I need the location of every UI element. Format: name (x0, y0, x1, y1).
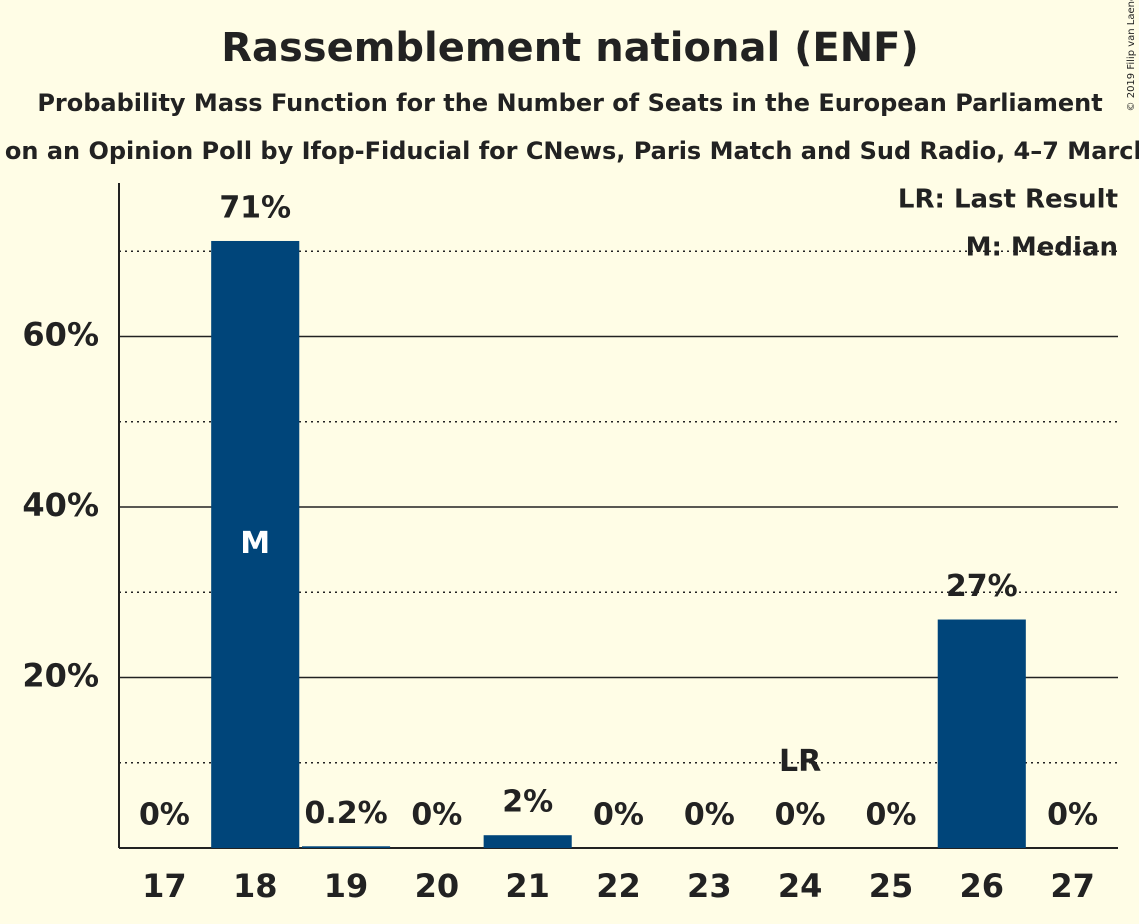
x-tick-label: 22 (596, 867, 641, 905)
x-tick-label: 18 (233, 867, 278, 905)
legend-entry: M: Median (966, 233, 1118, 263)
x-tick-label: 27 (1050, 867, 1095, 905)
value-label: 0% (593, 798, 644, 833)
x-tick-label: 19 (324, 867, 369, 905)
chart-title: Rassemblement national (ENF) (221, 25, 919, 71)
copyright: © 2019 Filip van Laenen (1126, 0, 1137, 111)
x-tick-label: 23 (687, 867, 732, 905)
chart-subtitle: Based on an Opinion Poll by Ifop-Fiducia… (0, 137, 1139, 165)
y-tick-label: 40% (22, 486, 99, 524)
bar (211, 240, 300, 848)
value-label: 27% (946, 569, 1018, 604)
x-tick-label: 17 (142, 867, 187, 905)
x-tick-label: 20 (415, 867, 460, 905)
y-tick-label: 20% (22, 656, 99, 694)
x-tick-label: 25 (869, 867, 914, 905)
x-tick-label: 24 (778, 867, 823, 905)
value-label: 0% (775, 798, 826, 833)
bar (483, 835, 572, 848)
value-label: 0% (865, 798, 916, 833)
value-label: 0% (684, 798, 735, 833)
x-tick-label: 21 (505, 867, 550, 905)
legend-entry: LR: Last Result (898, 185, 1118, 215)
value-label: 0% (1047, 798, 1098, 833)
y-tick-label: 60% (22, 315, 99, 353)
bar (301, 846, 391, 848)
value-label: 71% (219, 190, 291, 225)
annotation: LR (779, 744, 821, 779)
bar (937, 619, 1026, 848)
value-label: 2% (502, 785, 553, 820)
value-label: 0.2% (304, 796, 387, 831)
x-tick-label: 26 (960, 867, 1005, 905)
value-label: 0% (411, 798, 462, 833)
annotation: M (240, 526, 270, 561)
value-label: 0% (139, 798, 190, 833)
chart-subtitle: Probability Mass Function for the Number… (37, 89, 1102, 117)
